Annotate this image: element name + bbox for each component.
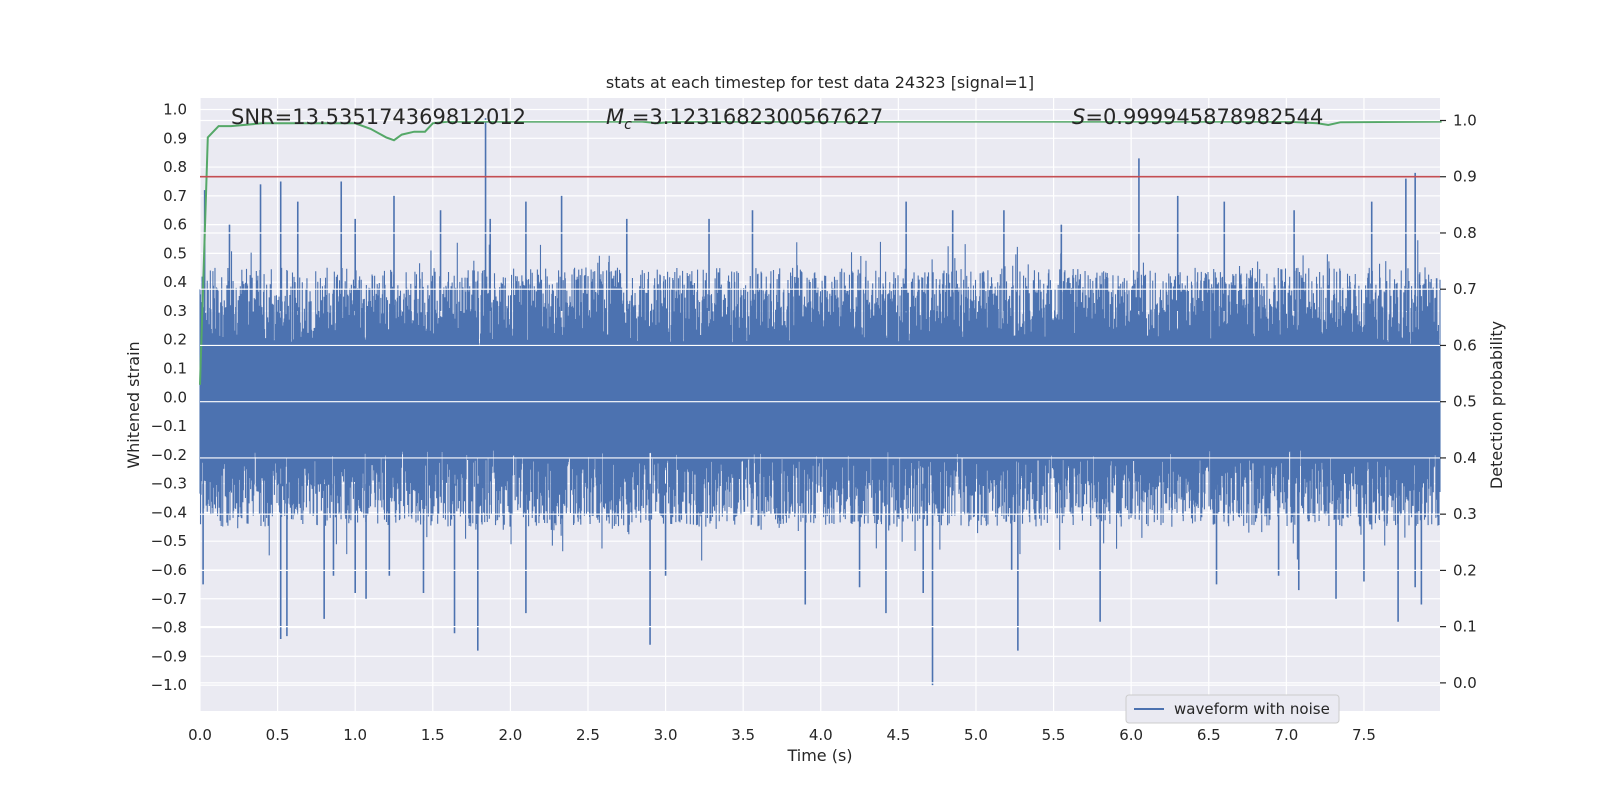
y-left-tick-label: 0.7: [163, 187, 187, 205]
y-right-tick-label: 0.6: [1453, 336, 1477, 354]
y-left-tick-label: −0.7: [151, 590, 187, 608]
y-right-tick-label: 0.5: [1453, 393, 1477, 411]
y-left-tick-label: −0.6: [151, 561, 187, 579]
x-tick-label: 6.5: [1197, 726, 1221, 744]
y-axis-left: 1.0 0.9 0.8 0.7 0.6 0.5 0.4 0.3 0.2 0.1 0.0 −0.1 −0.…: [151, 101, 187, 695]
y-left-tick-label: −0.3: [151, 475, 187, 493]
y-left-tick-label: −0.5: [151, 532, 187, 550]
y-left-tick-label: 0.1: [163, 360, 187, 378]
y-right-tick-label: 0.2: [1453, 561, 1477, 579]
y-right-tick-label: 0.1: [1453, 618, 1477, 636]
y-right-tick-label: 1.0: [1453, 111, 1477, 129]
x-axis-label: Time (s): [786, 746, 852, 765]
waveform-core: [200, 348, 1440, 447]
x-tick-label: 2.5: [576, 726, 600, 744]
s-value: =0.999945878982544: [1085, 105, 1323, 129]
x-tick-label: 3.5: [731, 726, 755, 744]
y-left-tick-label: 0.6: [163, 216, 187, 234]
y-left-tick-label: 0.9: [163, 129, 187, 147]
x-tick-label: 5.5: [1042, 726, 1066, 744]
y-left-tick-label: 0.2: [163, 331, 187, 349]
y-left-tick-label: 1.0: [163, 101, 187, 119]
chart-title: stats at each timestep for test data 243…: [606, 73, 1034, 92]
y-axis-left-label: Whitened strain: [124, 341, 143, 468]
y-left-tick-label: 0.3: [163, 302, 187, 320]
x-tick-label: 7.5: [1352, 726, 1376, 744]
x-tick-label: 1.0: [343, 726, 367, 744]
x-tick-label: 1.5: [421, 726, 445, 744]
legend-box: [1125, 694, 1340, 724]
y-left-tick-label: −0.9: [151, 647, 187, 665]
mc-value: =3.1231682300567627: [632, 105, 883, 129]
y-right-tick-label: 0.9: [1453, 168, 1477, 186]
snr-annotation: SNR=13.535174369812012: [231, 105, 526, 129]
waveform-series: [199, 118, 1441, 686]
chirp-mass-annotation: Mc=3.1231682300567627: [606, 105, 883, 133]
s-symbol: S: [1072, 105, 1085, 129]
y-left-tick-label: −1.0: [151, 676, 187, 694]
y-left-tick-label: 0.0: [163, 388, 187, 406]
legend-label: waveform with noise: [1174, 700, 1330, 718]
y-left-tick-label: −0.4: [151, 503, 187, 521]
y-axis-right-label: Detection probability: [1487, 321, 1506, 489]
x-tick-label: 6.0: [1119, 726, 1143, 744]
threshold-line: [200, 119, 1440, 684]
x-tick-label: 4.0: [809, 726, 833, 744]
y-left-tick-label: 0.4: [163, 273, 187, 291]
y-right-tick-label: 0.4: [1453, 449, 1477, 467]
x-tick-label: 0.5: [266, 726, 290, 744]
score-annotation: S=0.999945878982544: [1072, 105, 1323, 129]
x-axis: 0.0 0.5 1.0 1.5 2.0 2.5 3.0 3.5 4.0 4.5 5.0 5.5 6.0 6…: [188, 726, 1376, 744]
x-tick-label: 3.0: [654, 726, 678, 744]
y-right-tick-label: 0.8: [1453, 224, 1477, 242]
mc-subscript: c: [624, 117, 632, 133]
y-right-tick-label: 0.0: [1453, 674, 1477, 692]
y-left-tick-label: 0.5: [163, 244, 187, 262]
y-left-tick-label: −0.8: [151, 619, 187, 637]
x-tick-label: 4.5: [886, 726, 910, 744]
detection-probability-line: [199, 120, 1442, 385]
y-left-tick-label: 0.8: [163, 158, 187, 176]
legend: waveform with noise: [1125, 694, 1340, 724]
y-left-tick-label: −0.2: [151, 446, 187, 464]
probability-series: [199, 120, 1442, 385]
y-right-tick-label: 0.3: [1453, 505, 1477, 523]
x-tick-label: 7.0: [1274, 726, 1298, 744]
mc-symbol: M: [606, 105, 624, 129]
y-axis-right: 1.0 0.9 0.8 0.7 0.6 0.5 0.4 0.3 0.2 0.1 0.0: [1440, 111, 1477, 692]
x-tick-label: 0.0: [188, 726, 212, 744]
y-left-tick-label: −0.1: [151, 417, 187, 435]
x-tick-label: 2.0: [498, 726, 522, 744]
x-tick-label: 5.0: [964, 726, 988, 744]
y-right-tick-label: 0.7: [1453, 280, 1477, 298]
